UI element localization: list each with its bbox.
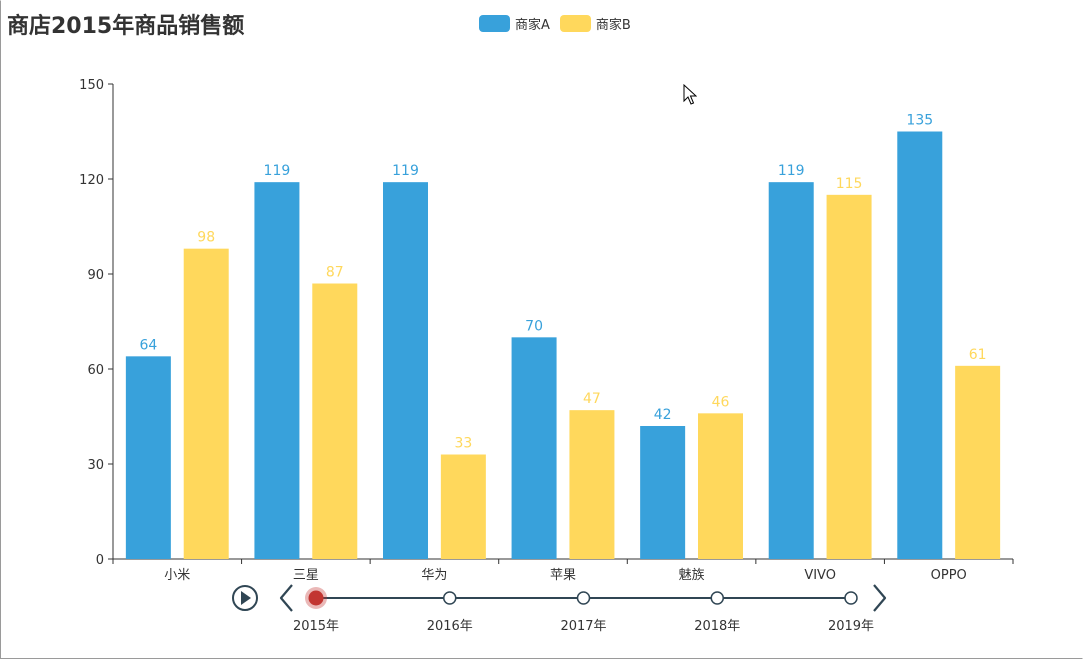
data-label: 33 [454,436,472,452]
data-label: 47 [583,391,601,407]
data-label: 87 [326,265,344,281]
y-tick-label: 90 [87,268,104,283]
bar-a [125,356,171,559]
y-tick-label: 60 [87,363,104,378]
data-label: 115 [836,176,863,192]
legend-swatch-a [479,15,510,32]
play-button [232,585,258,611]
y-tick-label: 0 [96,553,104,568]
data-label: 42 [654,407,672,423]
legend-swatch-b [559,15,591,32]
data-label: 70 [525,318,543,334]
legend-label-a: 商家A [515,18,550,33]
mouse-cursor-icon [683,84,697,105]
data-label: 46 [712,394,730,410]
timeline-dot [576,591,591,605]
bar-a [897,131,943,559]
bar-a [768,182,814,559]
chevron-right-icon [873,584,887,612]
bar-b [312,283,358,559]
timeline-active-dot [308,590,324,606]
x-tick-label: 苹果 [550,568,576,583]
y-tick-label: 150 [79,78,104,93]
x-tick-label: 华为 [421,568,447,583]
timeline-label: 2017年 [560,619,606,634]
bar-a [383,182,428,559]
y-tick-label: 120 [79,173,104,188]
legend: 商家A 商家B [479,14,641,33]
x-tick-label: 三星 [293,568,319,583]
timeline-dot [844,591,858,605]
timeline-dot [710,591,724,605]
bar-b [955,365,1001,559]
legend-item-a[interactable]: 商家A [479,14,550,33]
legend-label-b: 商家B [595,18,631,33]
data-label: 98 [197,230,215,246]
timeline-label: 2016年 [427,619,473,634]
x-tick-label: 小米 [164,568,190,583]
chart-title: 商店2015年商品销售额 [7,14,245,39]
timeline-label: 2019年 [828,619,874,634]
data-label: 119 [392,163,419,179]
x-tick-label: VIVO [804,568,836,583]
bar-b [826,194,872,560]
legend-item-b[interactable]: 商家B [559,14,631,33]
bar-b [183,248,229,559]
data-label: 119 [778,163,805,179]
bar-b [440,454,486,559]
data-label: 119 [264,163,291,179]
data-label: 64 [139,337,157,353]
x-tick-label: OPPO [931,568,967,583]
bar-b [569,410,615,559]
data-label: 61 [969,347,987,363]
timeline-dot [443,591,457,605]
bar-a [254,182,300,559]
x-tick-label: 魅族 [679,567,705,583]
play-icon [241,591,251,605]
timeline-label: 2015年 [293,619,339,634]
bar-a [511,337,557,559]
timeline-label: 2018年 [694,619,740,634]
y-tick-label: 30 [87,458,104,473]
bar-b [698,413,743,559]
chevron-left-icon [279,584,293,612]
data-label: 135 [906,113,933,129]
bar-a [640,426,686,559]
